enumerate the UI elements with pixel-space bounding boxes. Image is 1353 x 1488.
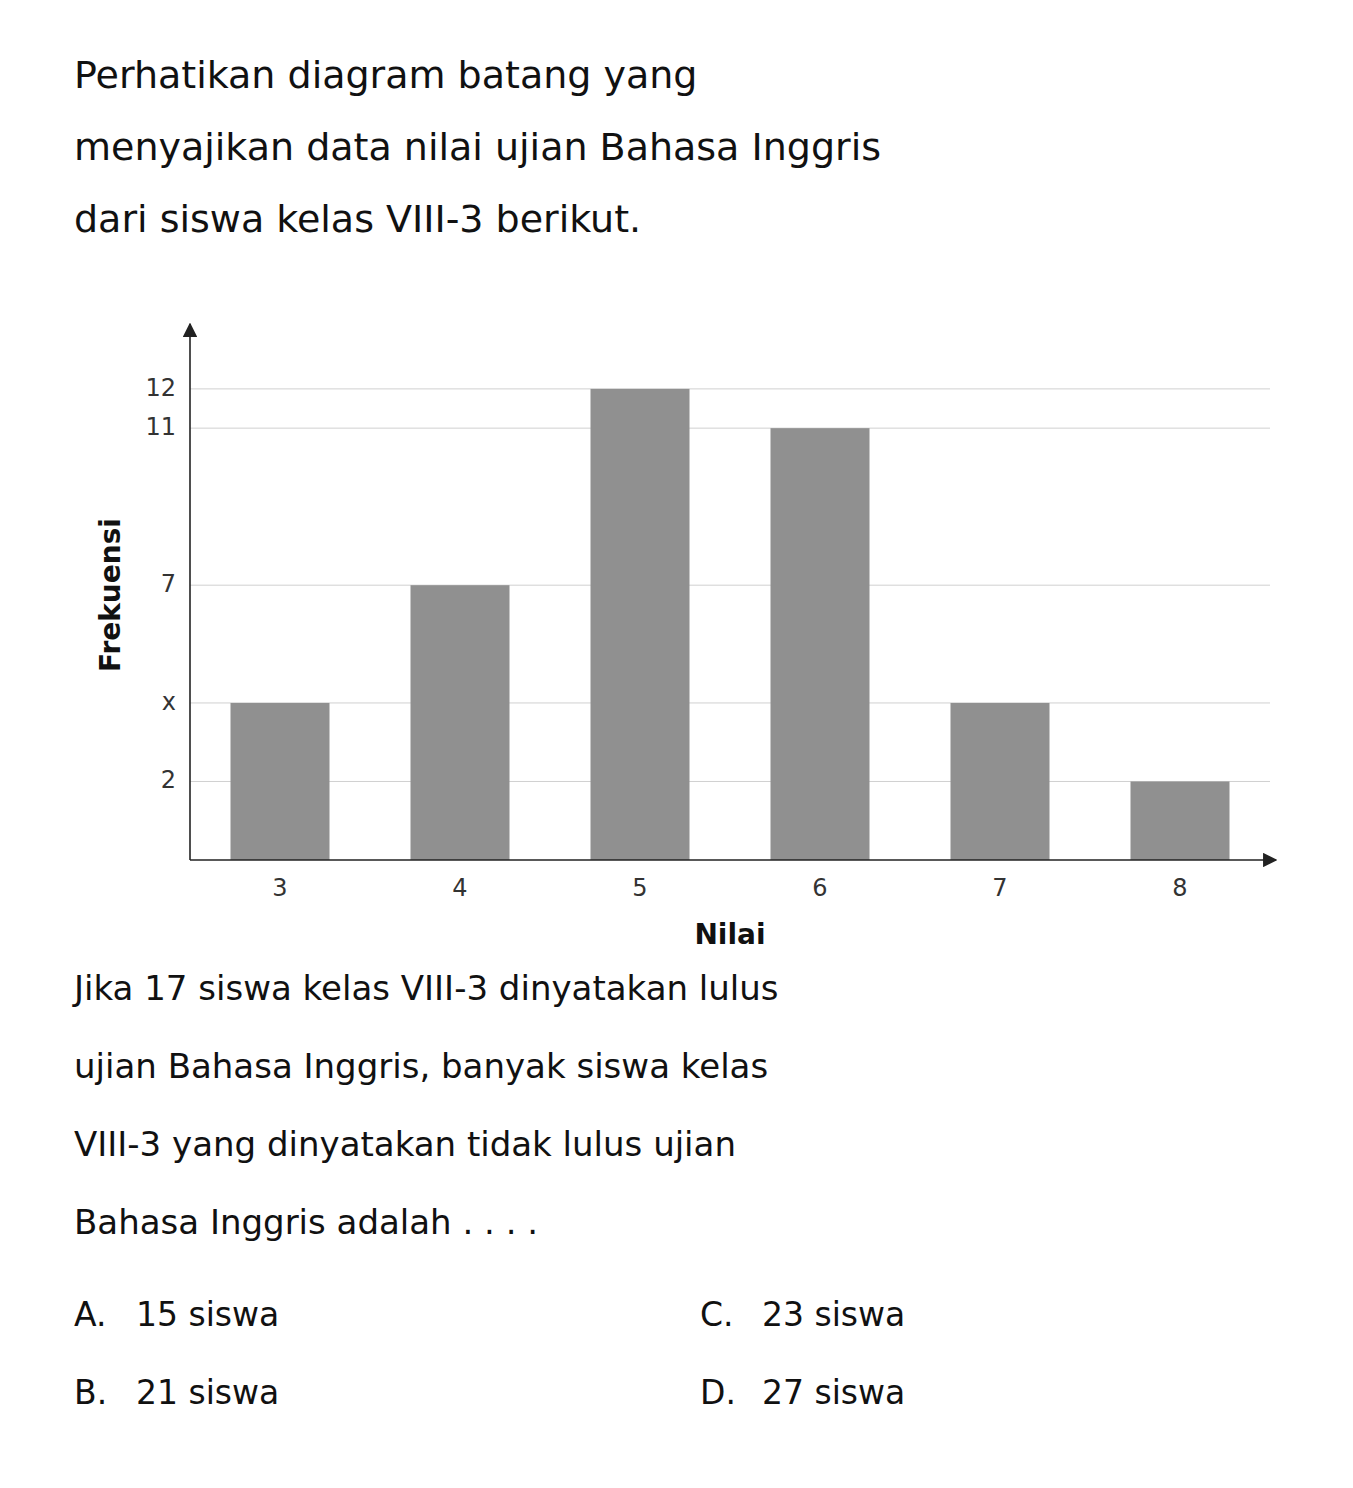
y-tick-label: 2 (161, 766, 176, 794)
bar (1131, 781, 1230, 860)
y-tick-label: 12 (145, 374, 176, 402)
grid-line (190, 585, 1270, 586)
y-axis-line (189, 324, 191, 860)
y-axis-label: Frekuensi (94, 518, 127, 672)
grid-line (190, 428, 1270, 429)
title: menyajikan data nilai ujian Bahasa Inggr… (74, 125, 881, 169)
x-ticks: 3 4 5 6 7 8 (272, 874, 1187, 902)
grid-line (190, 388, 1270, 389)
question-line: Jika 17 siswa kelas VIII-3 dinyatakan lu… (72, 968, 779, 1008)
option-text: 15 siswa (136, 1295, 279, 1334)
grid-line (190, 781, 1270, 782)
bar (231, 703, 330, 860)
y-ticks: 2 x 7 11 12 (145, 374, 176, 795)
bar (411, 585, 510, 860)
option-letter: D. (700, 1373, 736, 1412)
question-line: Bahasa Inggris adalah . . . . (74, 1202, 538, 1242)
option-text: 27 siswa (762, 1373, 905, 1412)
title-block: Perhatikan diagram batang yang menyajikan… (74, 53, 881, 241)
x-tick-label: 7 (992, 874, 1007, 902)
option-letter: A. (74, 1295, 106, 1334)
x-tick-label: 3 (272, 874, 287, 902)
title: Perhatikan diagram batang yang (74, 53, 697, 97)
grid-line (190, 702, 1270, 703)
grid (190, 389, 1270, 782)
y-tick-label: x (162, 688, 176, 716)
bars (231, 389, 1230, 860)
question-line: ujian Bahasa Inggris, banyak siswa kelas (74, 1046, 768, 1086)
option-text: 21 siswa (136, 1373, 279, 1412)
option-letter: B. (74, 1373, 107, 1412)
option-letter: C. (700, 1295, 734, 1334)
bar (771, 428, 870, 860)
x-axis-line (190, 859, 1276, 861)
question-line: VIII-3 yang dinyatakan tidak lulus ujian (74, 1124, 736, 1164)
x-tick-label: 8 (1172, 874, 1187, 902)
option-text: 23 siswa (762, 1295, 905, 1334)
x-axis-label: Nilai (694, 918, 765, 951)
chart-root: Perhatikan diagram batang yang menyajikan… (0, 0, 1353, 1488)
question-block: Jika 17 siswa kelas VIII-3 dinyatakan lu… (72, 968, 905, 1412)
y-tick-label: 7 (161, 570, 176, 598)
y-tick-label: 11 (145, 413, 176, 441)
bar (591, 389, 690, 860)
title: dari siswa kelas VIII-3 berikut. (74, 197, 641, 241)
x-tick-label: 6 (812, 874, 827, 902)
bar (951, 703, 1050, 860)
x-tick-label: 5 (632, 874, 647, 902)
x-tick-label: 4 (452, 874, 467, 902)
